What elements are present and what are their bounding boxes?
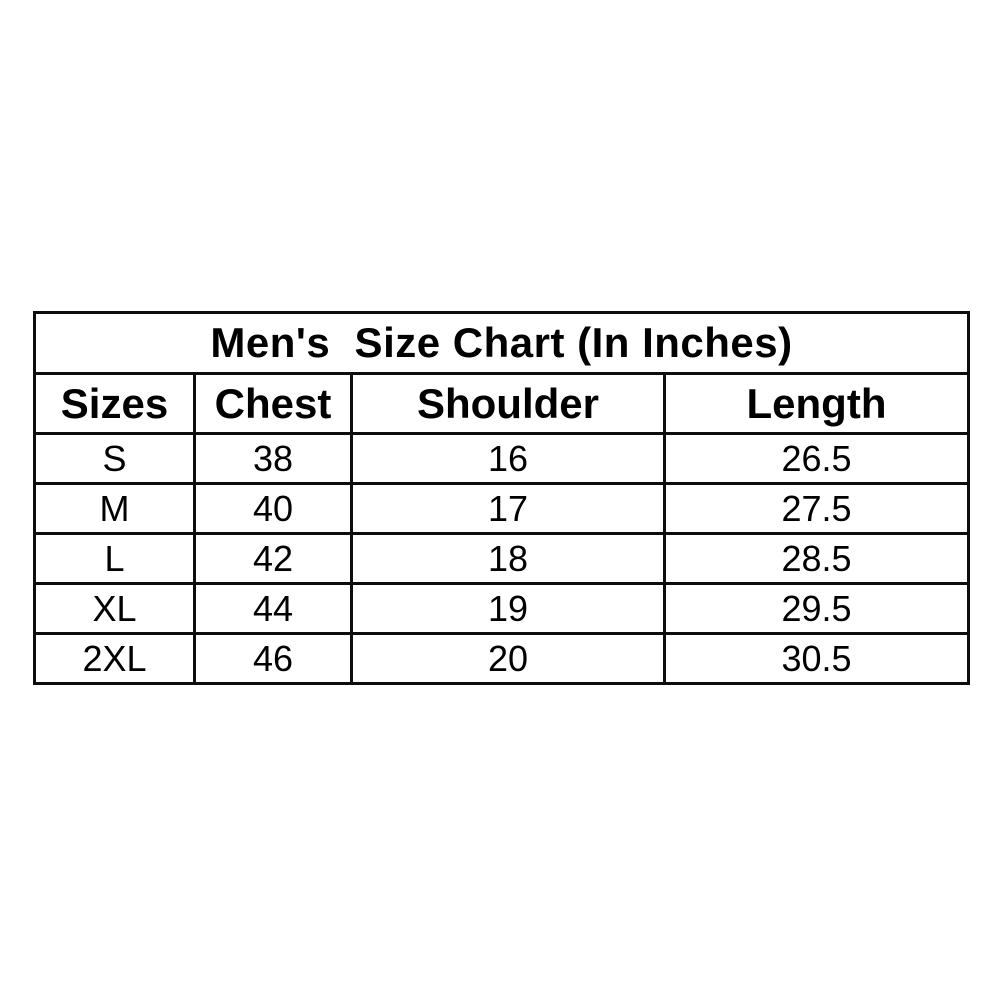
chest-cell: 38: [193, 432, 353, 485]
length-cell: 29.5: [662, 582, 971, 635]
size-cell: L: [33, 532, 196, 585]
shoulder-cell: 19: [350, 582, 666, 635]
length-cell: 30.5: [662, 632, 971, 685]
table-row-xl: XL 44 19 29.5: [33, 582, 971, 635]
chest-cell: 40: [193, 482, 353, 535]
shoulder-cell: 18: [350, 532, 666, 585]
table-title: Men's Size Chart (In Inches): [32, 311, 971, 375]
length-cell: 27.5: [662, 482, 971, 535]
table-title-row: Men's Size Chart (In Inches): [32, 311, 971, 375]
size-chart-table: Men's Size Chart (In Inches) Sizes Chest…: [32, 311, 971, 685]
size-cell: 2XL: [33, 632, 196, 685]
shoulder-cell: 17: [350, 482, 666, 535]
table-row-s: S 38 16 26.5: [33, 432, 971, 485]
shoulder-cell: 16: [350, 432, 666, 485]
table-row-l: L 42 18 28.5: [33, 532, 971, 585]
shoulder-cell: 20: [350, 632, 666, 685]
column-header-shoulder: Shoulder: [350, 372, 666, 435]
chest-cell: 42: [193, 532, 353, 585]
table-row-m: M 40 17 27.5: [33, 482, 971, 535]
length-cell: 28.5: [662, 532, 971, 585]
length-cell: 26.5: [662, 432, 971, 485]
size-cell: S: [33, 432, 196, 485]
chest-cell: 46: [193, 632, 353, 685]
table-header-row: Sizes Chest Shoulder Length: [33, 372, 971, 435]
table-row-2xl: 2XL 46 20 30.5: [33, 632, 971, 685]
size-cell: M: [33, 482, 196, 535]
column-header-length: Length: [662, 372, 971, 435]
column-header-chest: Chest: [193, 372, 353, 435]
column-header-sizes: Sizes: [33, 372, 196, 435]
size-cell: XL: [33, 582, 196, 635]
chest-cell: 44: [193, 582, 353, 635]
